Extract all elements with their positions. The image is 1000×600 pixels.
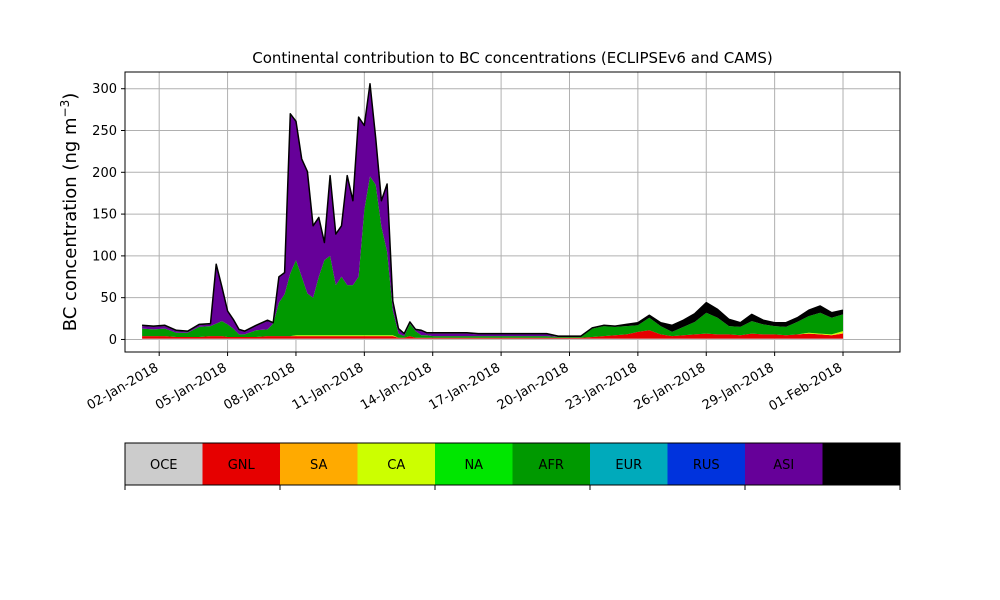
legend-label-aus: AUS <box>848 458 875 473</box>
y-tick-label: 0 <box>109 333 117 348</box>
x-tick-label: 14-Jan-2018 <box>358 360 435 413</box>
area-series-eur <box>142 176 844 337</box>
plot-area: 0 50 100 150 200 250 300 02-Jan-201805-Jan-2018… <box>85 71 901 414</box>
legend-label-oce: OCE <box>150 458 178 473</box>
area-series-aus <box>142 83 844 337</box>
legend-swatch-aus <box>822 443 900 485</box>
x-tick-label: 05-Jan-2018 <box>153 360 230 413</box>
legend-label-gnl: GNL <box>228 458 256 473</box>
legend-label-sa: SA <box>310 458 327 473</box>
y-tick-label: 200 <box>92 166 117 181</box>
area-series-asi <box>142 84 844 337</box>
legend-swatch-afr <box>512 443 590 485</box>
legend-swatch-rus <box>667 443 745 485</box>
x-tick-label: 11-Jan-2018 <box>290 360 367 413</box>
area-series-gnl <box>142 330 844 339</box>
legend-label-eur: EUR <box>615 458 642 473</box>
y-axis-label: BC concentration (ng m−3) <box>58 93 81 332</box>
y-tick-label: 50 <box>100 291 117 306</box>
legend-label-na: NA <box>464 458 483 473</box>
legend-label-afr: AFR <box>539 458 564 473</box>
y-tick-label: 150 <box>92 208 117 223</box>
area-series-afr <box>142 176 844 338</box>
x-tick-label: 20-Jan-2018 <box>495 360 572 413</box>
x-tick-label: 08-Jan-2018 <box>221 360 298 413</box>
total-outline <box>142 82 844 337</box>
x-tick-label: 17-Jan-2018 <box>427 360 504 413</box>
x-tick-label: 02-Jan-2018 <box>85 360 162 413</box>
y-tick-label: 250 <box>92 124 117 139</box>
legend-label-asi: ASI <box>773 458 794 473</box>
legend-colorbar: OCE GNL SA CA NA AFR EUR RUS ASI AUS <box>124 442 901 490</box>
area-series-rus <box>142 176 844 337</box>
x-tick-label: 01-Feb-2018 <box>766 360 845 414</box>
chart-title: Continental contribution to BC concentra… <box>252 49 773 67</box>
area-series-ca <box>142 330 844 338</box>
x-tick-label: 26-Jan-2018 <box>632 360 709 413</box>
legend-swatch-eur <box>590 443 668 485</box>
y-tick-label: 100 <box>92 249 117 264</box>
legend-swatch-na <box>435 443 513 485</box>
x-tick-label: 29-Jan-2018 <box>700 360 777 413</box>
legend-swatch-asi <box>745 443 823 485</box>
area-series-oce <box>142 338 844 340</box>
y-axis-label-text: BC concentration (ng m <box>60 117 81 331</box>
legend-swatch-oce <box>125 443 203 485</box>
legend-swatch-gnl <box>202 443 280 485</box>
legend-label-rus: RUS <box>693 458 720 473</box>
x-tick-label: 23-Jan-2018 <box>563 360 640 413</box>
legend-swatch-ca <box>357 443 435 485</box>
legend-frame <box>124 442 901 486</box>
y-tick-label: 300 <box>92 82 117 97</box>
legend-label-ca: CA <box>387 458 405 473</box>
y-axis-label-close: ) <box>60 93 81 100</box>
legend-swatch-sa <box>280 443 358 485</box>
y-axis-label-exponent: −3 <box>58 100 72 118</box>
axes-frame <box>124 71 901 353</box>
